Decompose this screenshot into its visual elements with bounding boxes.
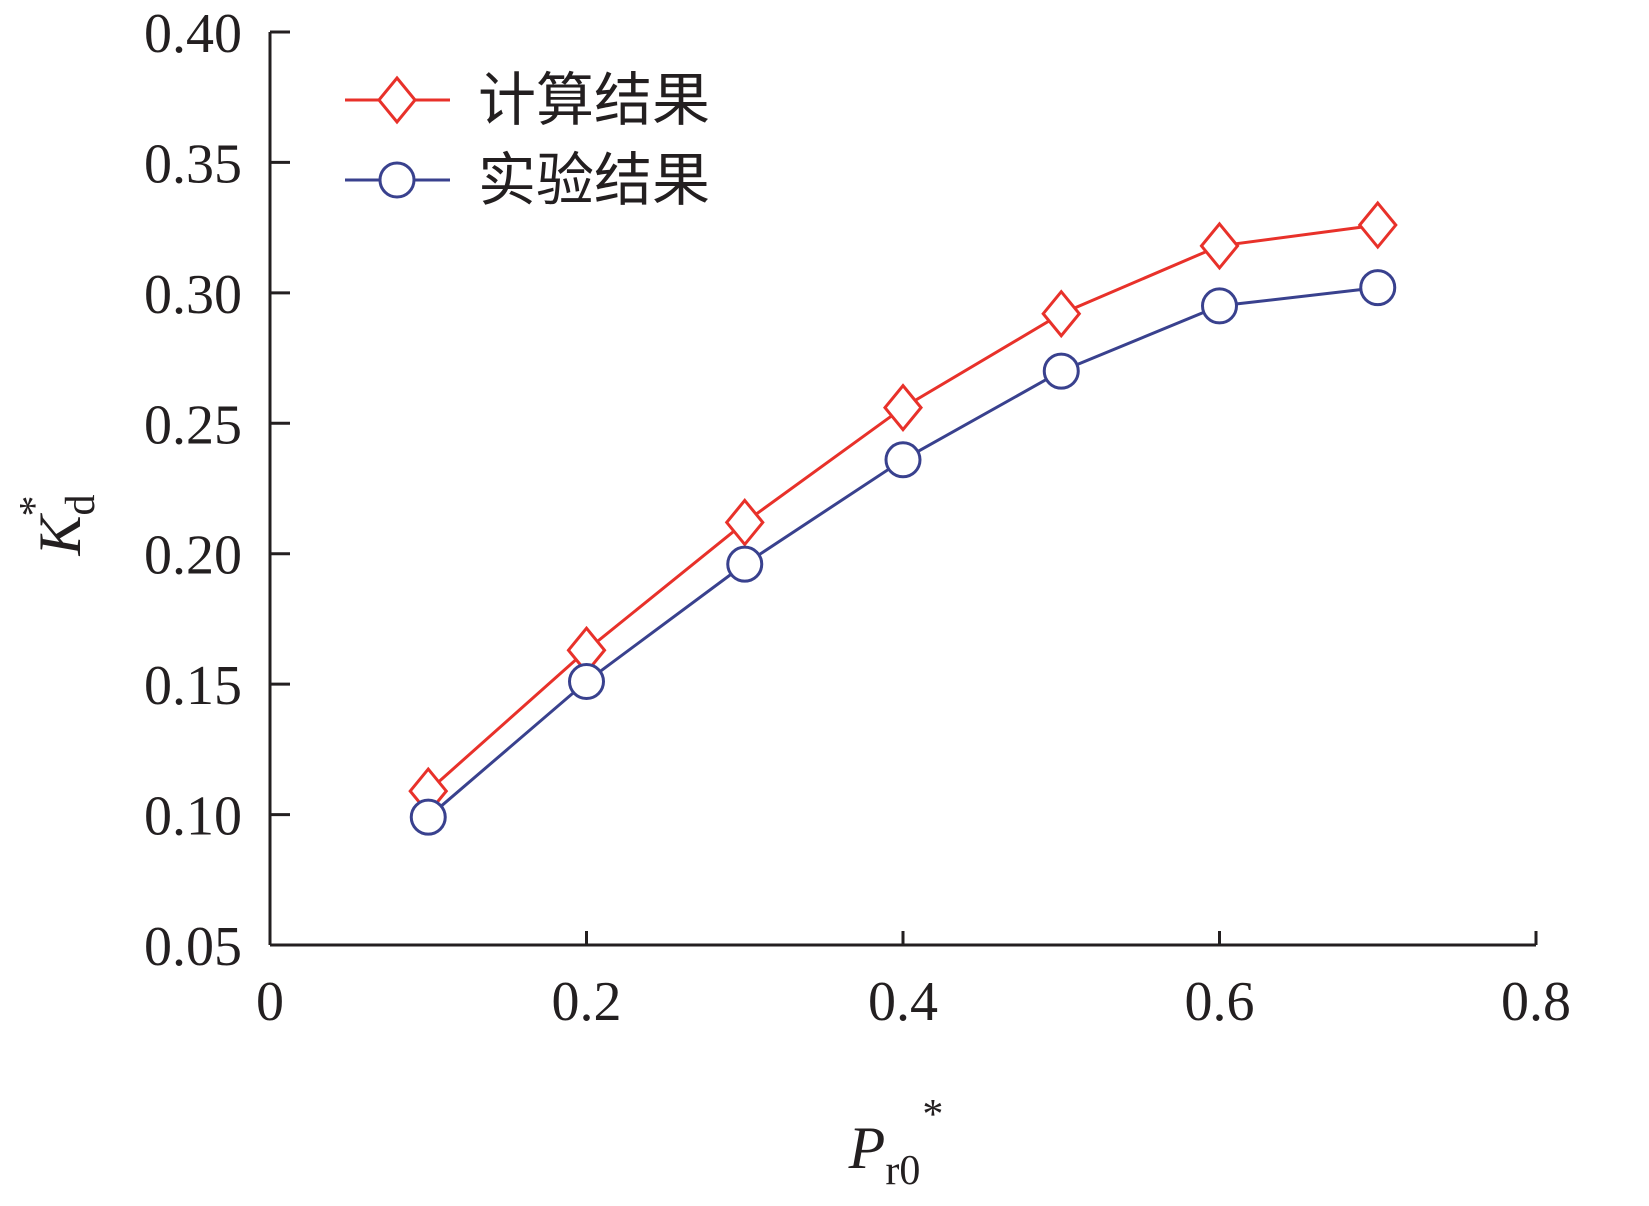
series-1-point [724,498,765,547]
series-1-point [1357,200,1398,250]
y-tick-label: 0.40 [144,3,242,65]
series-1 [408,200,1398,816]
series-2-point [1201,287,1238,325]
series-2-point [568,663,605,701]
y-tick-label: 0.20 [144,525,242,587]
y-ticks: 0.05 0.10 0.15 0.20 0.25 0.30 0.35 0.40 [144,3,290,978]
x-axis-label-sup: * [922,1092,943,1138]
series-2-point [726,545,764,583]
y-tick-label: 0.35 [144,133,242,195]
axes [268,32,1536,947]
series-2-point [884,441,922,479]
x-tick-label: 0.8 [1501,971,1571,1033]
series-1-point [883,383,923,432]
series-1-point [1199,221,1240,271]
legend-label-2: 实验结果 [478,146,710,214]
series-layer [408,200,1398,836]
series-1-point [1041,289,1082,339]
series-2 [409,269,1397,836]
x-axis-label-sub: r0 [885,1148,920,1194]
series-2-point [1042,352,1080,390]
y-tick-label: 0.10 [144,786,242,848]
x-tick-label: 0.2 [552,971,622,1033]
series-2-point [409,798,447,836]
x-tick-label: 0 [256,971,284,1033]
x-axis-label: Pr0* [848,1092,944,1194]
legend-marker-1 [377,75,417,125]
x-ticks: 0 0.2 0.4 0.6 0.8 [256,931,1571,1033]
x-tick-label: 0.4 [868,971,938,1033]
y-axis-label: Kd* [12,494,104,556]
series-2-line [427,286,1378,819]
y-tick-label: 0.25 [144,394,242,456]
y-tick-label: 0.15 [144,655,242,717]
y-axis-label-main: K [27,513,93,557]
y-tick-label: 0.05 [144,916,242,978]
legend-marker-2 [378,161,416,199]
y-axis-label-sup: * [12,495,58,516]
x-axis-label-main: P [848,1115,886,1181]
y-tick-label: 0.30 [144,264,242,326]
x-tick-label: 0.6 [1185,971,1255,1033]
y-axis-label-sub: d [58,494,104,515]
legend-label-1: 计算结果 [478,66,710,134]
series-2-point [1359,269,1397,307]
